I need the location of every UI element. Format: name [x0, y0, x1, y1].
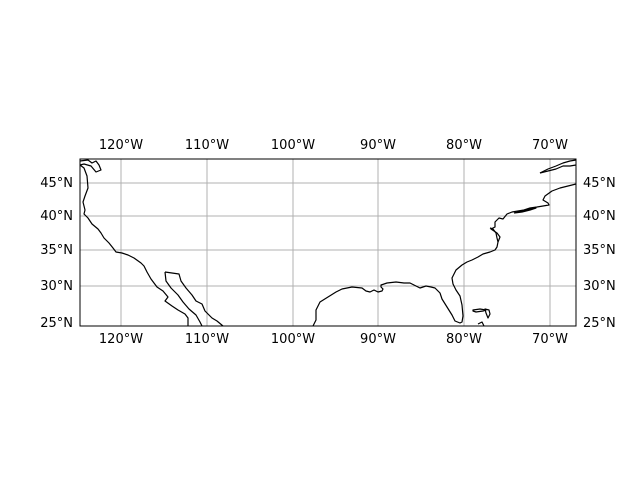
right-latitude-labels: 45°N 40°N 35°N 30°N 25°N	[583, 176, 616, 331]
gulf-of-california-coast	[164, 271, 224, 327]
top-label-120w: 120°W	[99, 138, 143, 153]
right-label-40n: 40°N	[583, 209, 616, 224]
left-label-45n: 45°N	[40, 176, 73, 191]
map-frame	[79, 158, 577, 327]
right-label-25n: 25°N	[583, 316, 616, 331]
left-label-35n: 35°N	[40, 243, 73, 258]
maritimes-coast	[539, 159, 577, 174]
grand-bahama-island	[472, 308, 487, 313]
left-label-40n: 40°N	[40, 209, 73, 224]
top-label-70w: 70°W	[532, 138, 568, 153]
abaco-island	[484, 308, 491, 319]
left-latitude-labels: 45°N 40°N 35°N 30°N 25°N	[40, 176, 73, 331]
coastlines-layer	[79, 159, 577, 327]
right-label-35n: 35°N	[583, 243, 616, 258]
bottom-label-80w: 80°W	[446, 332, 482, 347]
bottom-longitude-labels: 120°W 110°W 100°W 90°W 80°W 70°W	[99, 332, 568, 347]
pacific-coastline	[79, 164, 189, 326]
gulf-of-mexico-coastline	[312, 183, 577, 327]
left-label-25n: 25°N	[40, 316, 73, 331]
right-label-30n: 30°N	[583, 279, 616, 294]
andros-island	[477, 321, 485, 327]
bottom-label-120w: 120°W	[99, 332, 143, 347]
vancouver-island-coast	[79, 159, 102, 173]
long-island-coast	[513, 207, 537, 214]
baja-peninsula-coast	[164, 271, 203, 327]
bottom-label-110w: 110°W	[185, 332, 229, 347]
left-label-30n: 30°N	[40, 279, 73, 294]
top-label-80w: 80°W	[446, 138, 482, 153]
top-longitude-labels: 120°W 110°W 100°W 90°W 80°W 70°W	[99, 138, 568, 153]
top-label-110w: 110°W	[185, 138, 229, 153]
bottom-label-70w: 70°W	[532, 332, 568, 347]
bottom-label-100w: 100°W	[271, 332, 315, 347]
chesapeake-bay-coast	[489, 227, 499, 243]
top-label-90w: 90°W	[360, 138, 396, 153]
bottom-label-90w: 90°W	[360, 332, 396, 347]
gulf-of-st-lawrence-coast	[539, 164, 577, 174]
gridlines-layer	[80, 159, 576, 326]
top-label-100w: 100°W	[271, 138, 315, 153]
right-label-45n: 45°N	[583, 176, 616, 191]
